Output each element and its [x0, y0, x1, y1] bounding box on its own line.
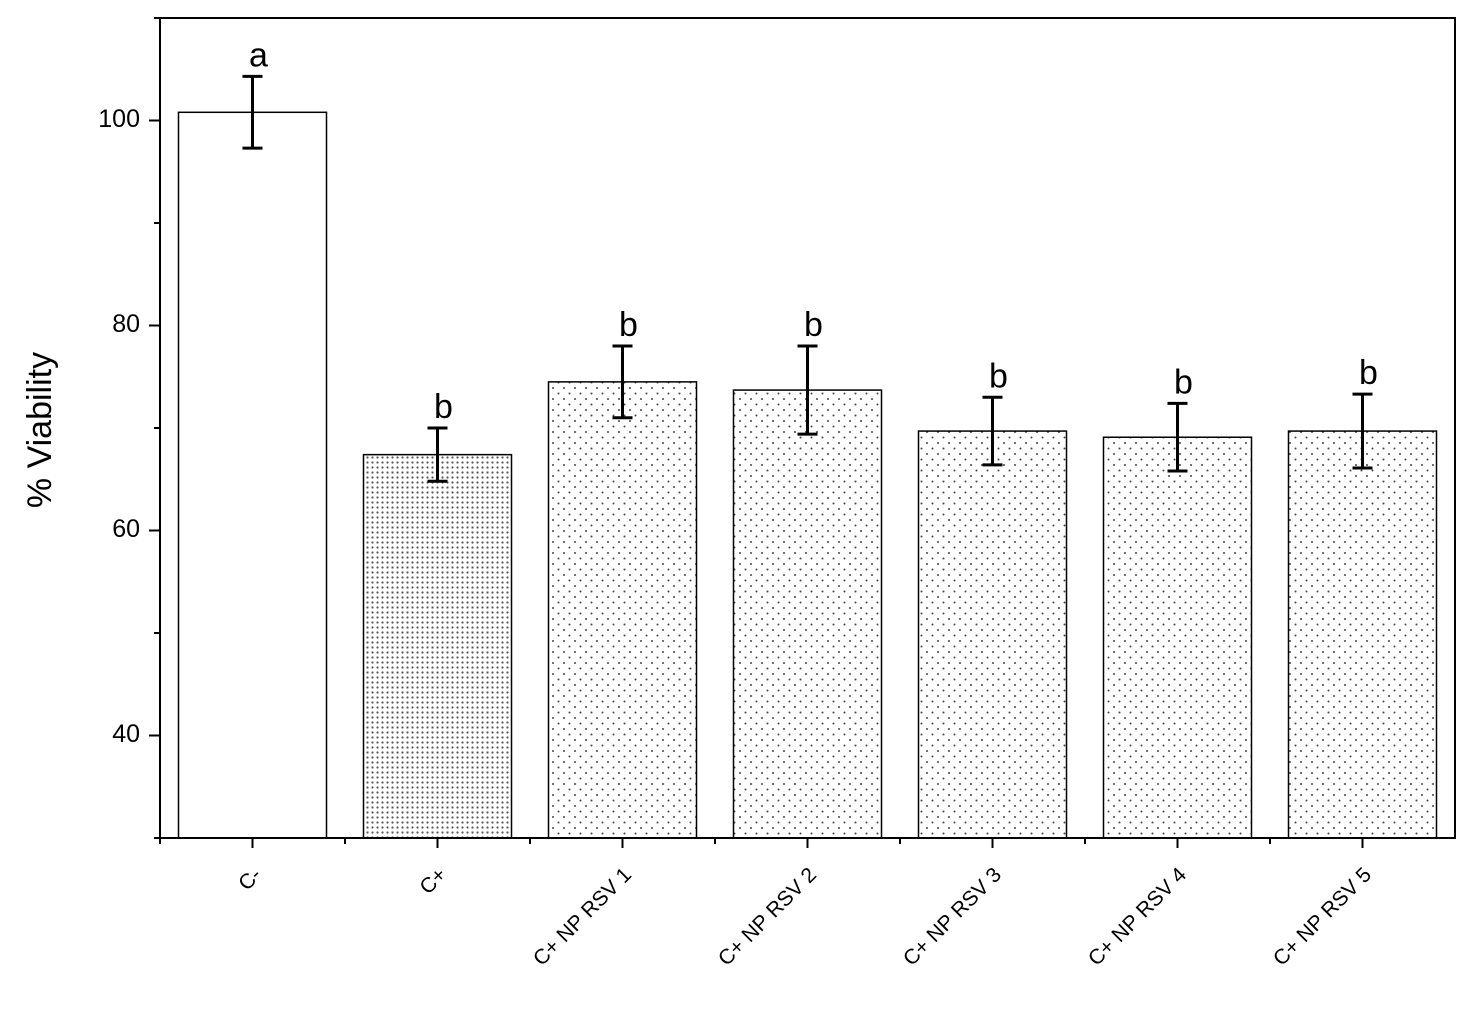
x-tick-label: C+ — [415, 863, 451, 899]
y-tick-label: 80 — [112, 310, 140, 338]
x-tick-label: C- — [234, 863, 266, 895]
bar — [732, 389, 883, 839]
y-tick-label: 100 — [98, 105, 140, 133]
bar — [917, 430, 1068, 839]
significance-letter: b — [1174, 363, 1193, 401]
significance-letter: b — [989, 357, 1008, 395]
significance-letter: a — [249, 36, 268, 74]
x-tick-label: C+ NP RSV 5 — [1269, 863, 1376, 970]
x-tick-label: C+ NP RSV 4 — [1084, 863, 1191, 970]
significance-letter: b — [804, 306, 823, 344]
bar — [547, 381, 698, 839]
y-tick-label: 40 — [112, 720, 140, 748]
bar — [1102, 436, 1253, 839]
bar — [362, 453, 513, 839]
y-axis-title: % Viability — [21, 352, 59, 508]
x-tick-label: C+ NP RSV 3 — [899, 863, 1006, 970]
significance-letter: b — [1359, 354, 1378, 392]
plot-frame — [159, 17, 1456, 839]
x-tick-label: C+ NP RSV 2 — [714, 863, 821, 970]
significance-letter: b — [619, 306, 638, 344]
y-tick-label: 60 — [112, 515, 140, 543]
bar — [177, 111, 328, 839]
bar — [1287, 430, 1438, 839]
x-tick-label: C+ NP RSV 1 — [529, 863, 636, 970]
significance-letter: b — [434, 388, 453, 426]
